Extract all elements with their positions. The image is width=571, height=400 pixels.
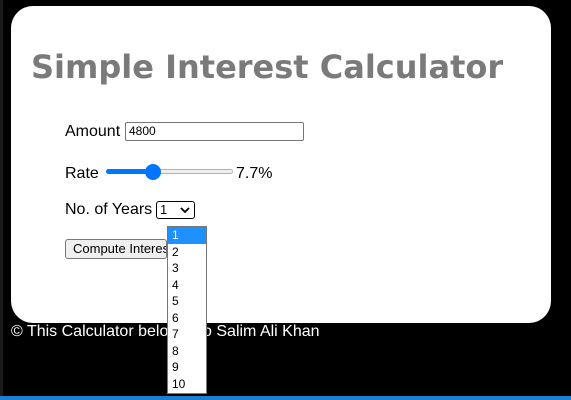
chevron-down-icon: [180, 207, 190, 214]
years-option[interactable]: 6: [172, 310, 179, 325]
years-select-value: 1: [160, 202, 168, 217]
taskbar-strip: [0, 396, 571, 400]
amount-label: Amount: [65, 123, 121, 140]
rate-slider-thumb[interactable]: [145, 164, 161, 180]
rate-value: 7.7%: [236, 165, 273, 182]
amount-input[interactable]: [125, 122, 304, 141]
years-option[interactable]: 1: [168, 227, 206, 244]
years-option[interactable]: 8: [172, 343, 179, 358]
rate-label: Rate: [65, 165, 99, 182]
rate-slider-fill: [106, 169, 153, 174]
years-label: No. of Years: [65, 201, 153, 218]
compute-interest-button[interactable]: Compute Interest: [65, 239, 167, 259]
window-edge: [0, 0, 3, 396]
footer-copyright: © This Calculator belongs to Salim Ali K…: [11, 323, 320, 340]
page-title: Simple Interest Calculator: [31, 48, 504, 86]
rate-slider[interactable]: [106, 164, 233, 180]
calculator-card: Simple Interest Calculator: [11, 6, 551, 323]
years-option[interactable]: 5: [172, 294, 179, 308]
years-option[interactable]: 9: [172, 360, 179, 374]
years-option[interactable]: 10: [172, 376, 186, 391]
years-option[interactable]: 4: [172, 277, 179, 292]
years-select[interactable]: 1: [156, 201, 195, 219]
years-option[interactable]: 7: [172, 327, 179, 341]
years-dropdown-list[interactable]: 1 2 3 4 5 6 7 8 9 10: [167, 226, 207, 394]
years-option[interactable]: 2: [172, 244, 179, 259]
years-option[interactable]: 3: [172, 261, 179, 275]
